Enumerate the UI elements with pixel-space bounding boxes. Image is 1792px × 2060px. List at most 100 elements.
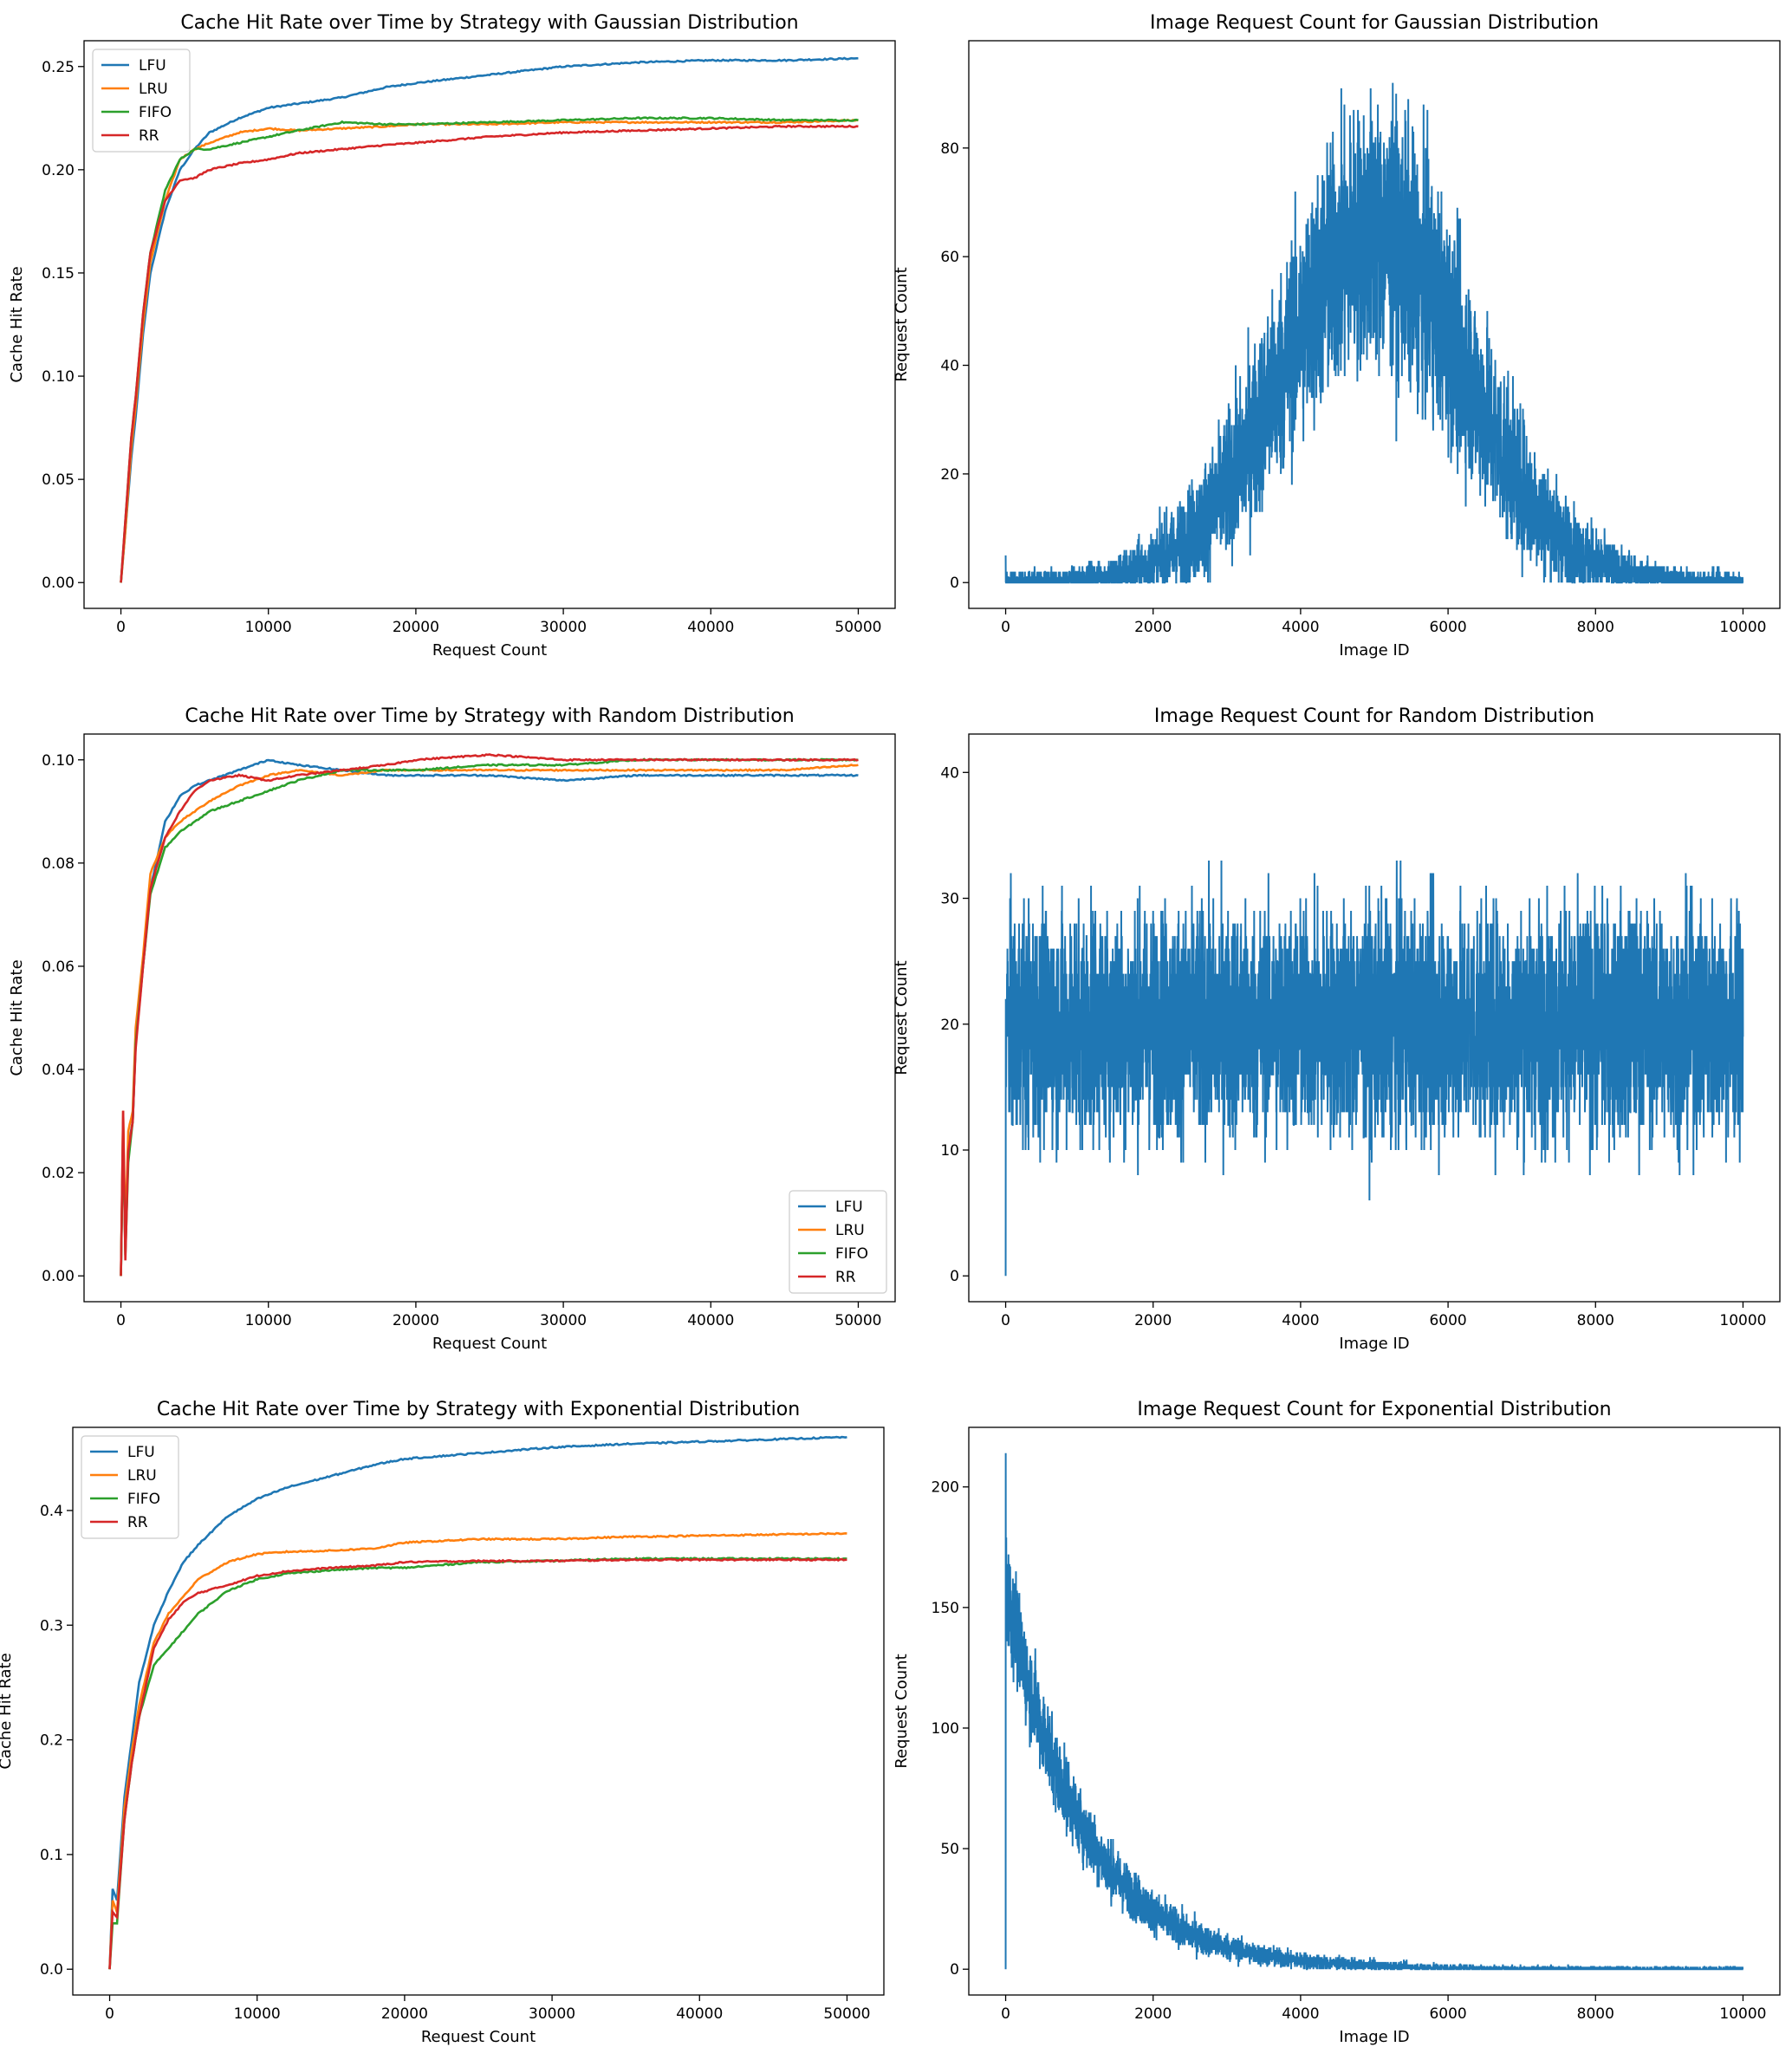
y-tick-label: 200 [932, 1479, 959, 1497]
x-axis-label: Request Count [421, 2028, 536, 2046]
legend-label-lru: LRU [139, 81, 168, 98]
x-tick-label: 20000 [393, 1312, 439, 1329]
axes-frame [968, 40, 1781, 609]
y-tick-label: 0.0 [40, 1961, 63, 1979]
x-tick-label: 0 [1001, 619, 1010, 636]
x-tick-label: 6000 [1429, 2005, 1466, 2023]
chart-3: Cache Hit Rate over Time by Strategy wit… [8, 705, 896, 1353]
x-tick-label: 4000 [1282, 2005, 1319, 2023]
legend: LFU LRU FIFO RR [81, 1435, 179, 1539]
legend-label-fifo: FIFO [127, 1491, 160, 1508]
y-tick-label: 0.00 [42, 575, 75, 592]
axes-frame [72, 1426, 885, 1996]
y-tick-label: 40 [940, 764, 959, 782]
y-tick-label: 0.10 [42, 752, 75, 770]
x-tick-label: 8000 [1577, 1312, 1614, 1329]
x-tick-label: 50000 [834, 619, 881, 636]
x-tick-label: 2000 [1134, 2005, 1172, 2023]
axes-frame [968, 1426, 1781, 1996]
series-line-lfu [108, 1435, 847, 1970]
x-tick-label: 20000 [393, 619, 439, 636]
y-tick-label: 0.25 [42, 59, 75, 76]
y-tick-label: 0.05 [42, 471, 75, 489]
y-tick-label: 60 [940, 249, 959, 266]
x-tick-label: 50000 [834, 1312, 881, 1329]
series-line-fifo [108, 1556, 847, 1970]
chart-4: Image Request Count for Random Distribut… [893, 705, 1781, 1353]
series-line-rr [108, 1557, 847, 1970]
legend-box [789, 1190, 887, 1294]
y-axis-label: Cache Hit Rate [8, 959, 26, 1075]
x-tick-label: 6000 [1429, 1312, 1466, 1329]
x-tick-label: 10000 [245, 1312, 292, 1329]
y-tick-label: 0.1 [40, 1847, 63, 1864]
legend-label-lfu: LFU [139, 57, 166, 75]
x-axis-label: Request Count [432, 641, 547, 660]
y-tick-label: 80 [940, 140, 959, 158]
chart-title: Image Request Count for Exponential Dist… [1137, 1399, 1611, 1420]
series-line-lru [120, 118, 859, 583]
chart-title: Image Request Count for Gaussian Distrib… [1150, 12, 1599, 34]
y-tick-label: 0.15 [42, 265, 75, 283]
x-tick-label: 10000 [234, 2005, 281, 2023]
x-axis-label: Image ID [1339, 641, 1409, 660]
chart-2: Image Request Count for Gaussian Distrib… [893, 12, 1781, 660]
legend-label-lfu: LFU [127, 1444, 155, 1461]
x-axis-label: Image ID [1339, 1335, 1409, 1353]
y-axis-label: Request Count [893, 1654, 911, 1768]
y-tick-label: 100 [932, 1720, 959, 1738]
x-tick-label: 10000 [245, 619, 292, 636]
x-tick-label: 30000 [540, 1312, 587, 1329]
y-tick-label: 0.20 [42, 162, 75, 179]
y-tick-label: 0.00 [42, 1268, 75, 1285]
y-axis-label: Request Count [893, 960, 911, 1075]
axes-frame [83, 40, 896, 609]
x-tick-label: 6000 [1429, 619, 1466, 636]
legend-label-fifo: FIFO [139, 104, 172, 121]
x-tick-label: 8000 [1577, 2005, 1614, 2023]
legend-label-rr: RR [835, 1269, 856, 1286]
legend-label-lru: LRU [835, 1222, 865, 1239]
legend-label-fifo: FIFO [835, 1245, 868, 1263]
x-tick-label: 10000 [1719, 619, 1766, 636]
series-line-rr [120, 753, 859, 1277]
y-tick-label: 0.08 [42, 855, 75, 873]
y-tick-label: 10 [940, 1142, 959, 1160]
y-tick-label: 0.4 [40, 1503, 63, 1520]
plot-area [1004, 860, 1744, 1277]
y-tick-label: 0.3 [40, 1617, 63, 1634]
x-tick-label: 10000 [1719, 1312, 1766, 1329]
plot-area [120, 56, 859, 583]
series-line-fifo [120, 116, 859, 583]
y-tick-label: 150 [932, 1600, 959, 1617]
x-tick-label: 20000 [381, 2005, 428, 2023]
x-tick-label: 40000 [687, 1312, 734, 1329]
legend-label-lru: LRU [127, 1467, 157, 1485]
series-line-rr [120, 124, 859, 583]
series-line-requests [1004, 82, 1744, 584]
series-line-lru [108, 1531, 847, 1970]
y-tick-label: 0 [950, 575, 959, 592]
series-line-requests [1004, 860, 1744, 1277]
chart-6: Image Request Count for Exponential Dist… [893, 1399, 1781, 2046]
series-line-fifo [120, 757, 859, 1277]
x-tick-label: 8000 [1577, 619, 1614, 636]
plot-area [1004, 1452, 1744, 1971]
x-axis-label: Image ID [1339, 2028, 1409, 2046]
y-tick-label: 20 [940, 1017, 959, 1034]
series-line-lfu [120, 758, 859, 1277]
y-tick-label: 0 [950, 1268, 959, 1285]
legend-box [92, 49, 191, 153]
y-tick-label: 40 [940, 358, 959, 375]
chart-title: Cache Hit Rate over Time by Strategy wit… [185, 705, 794, 727]
axes-frame [968, 733, 1781, 1303]
series-line-lfu [120, 56, 859, 583]
x-tick-label: 0 [1001, 2005, 1010, 2023]
x-tick-label: 4000 [1282, 1312, 1319, 1329]
x-tick-label: 0 [116, 619, 126, 636]
x-tick-label: 40000 [687, 619, 734, 636]
legend-label-lfu: LFU [835, 1199, 863, 1216]
legend: LFU LRU FIFO RR [789, 1190, 887, 1294]
y-tick-label: 50 [940, 1841, 959, 1858]
